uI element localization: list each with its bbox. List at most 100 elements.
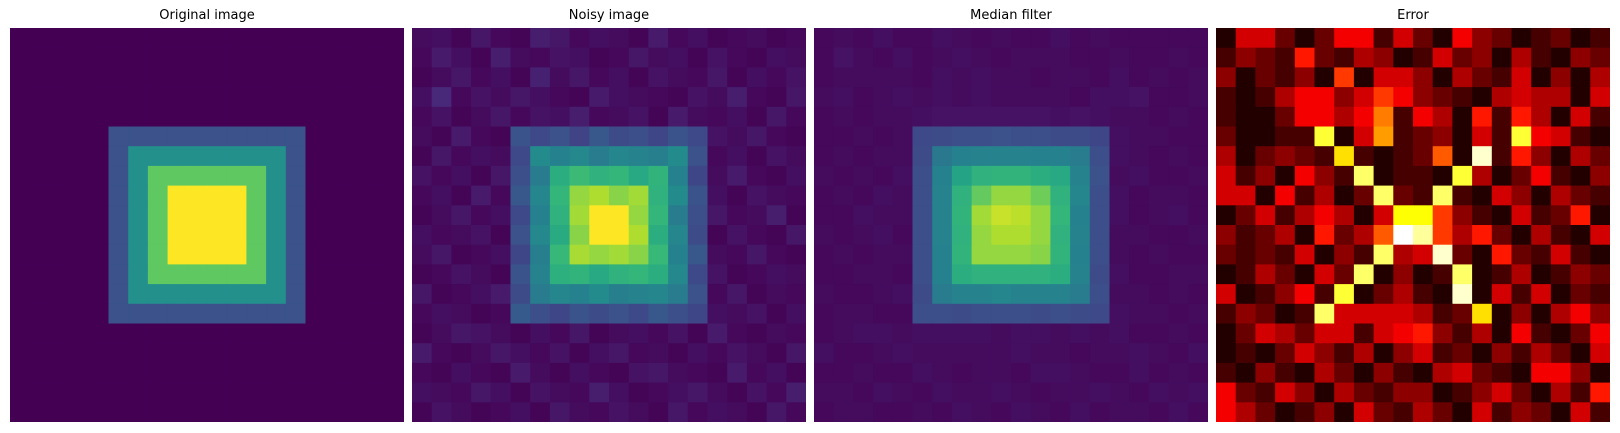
heatmap-cell <box>1216 165 1237 187</box>
heatmap-cell <box>1050 28 1071 49</box>
heatmap-cell <box>569 323 590 344</box>
heatmap-cell <box>1590 284 1610 305</box>
heatmap-cell <box>668 67 689 88</box>
heatmap-cell <box>167 264 188 285</box>
heatmap-cell <box>1373 106 1394 128</box>
heatmap-cell <box>609 402 630 422</box>
heatmap-cell <box>1472 205 1493 226</box>
heatmap-cell <box>991 28 1012 49</box>
heatmap-cell <box>88 146 110 167</box>
heatmap-cell <box>49 303 70 325</box>
heatmap-cell <box>266 343 287 364</box>
heatmap-cell <box>707 47 728 68</box>
heatmap-cell <box>88 303 110 325</box>
heatmap-cell <box>266 382 287 403</box>
heatmap-cell <box>69 303 90 325</box>
heatmap-cell <box>833 146 854 167</box>
heatmap-cell <box>951 343 973 364</box>
heatmap-cell <box>707 28 728 49</box>
heatmap-cell <box>1531 106 1552 128</box>
heatmap-cell <box>187 402 208 422</box>
heatmap-cell <box>246 165 267 187</box>
heatmap-cell <box>1216 225 1237 246</box>
heatmap-cell <box>530 106 551 128</box>
heatmap-cell <box>147 382 169 403</box>
heatmap-cell <box>549 28 571 49</box>
heatmap-cell <box>1570 87 1591 108</box>
heatmap-cell <box>1235 362 1256 384</box>
heatmap-cell <box>853 343 874 364</box>
heatmap-cell <box>1393 165 1414 187</box>
heatmap-cell <box>167 185 188 206</box>
heatmap-cell <box>892 244 914 265</box>
heatmap-cell <box>892 165 914 187</box>
heatmap-cell <box>1188 284 1208 305</box>
heatmap-cell <box>1188 67 1208 88</box>
heatmap-cell <box>1255 303 1276 325</box>
heatmap-cell <box>1491 225 1513 246</box>
heatmap-cell <box>589 343 610 364</box>
heatmap-cell <box>1030 284 1051 305</box>
heatmap-cell <box>1216 303 1237 325</box>
heatmap-cell <box>69 264 90 285</box>
heatmap-cell <box>1216 264 1237 285</box>
heatmap-cell <box>707 67 728 88</box>
heatmap-cell <box>1472 106 1493 128</box>
heatmap-cell <box>1472 402 1493 422</box>
heatmap-cell <box>1030 47 1051 68</box>
heatmap-cell <box>344 205 366 226</box>
heatmap-cell <box>1188 146 1208 167</box>
heatmap-cell <box>128 284 149 305</box>
heatmap-cell <box>1511 87 1532 108</box>
heatmap-cell <box>892 185 914 206</box>
heatmap-cell <box>1070 67 1091 88</box>
heatmap-cell <box>1432 382 1453 403</box>
heatmap-cell <box>1314 67 1335 88</box>
heatmap-cell <box>853 67 874 88</box>
heatmap-cell <box>10 303 31 325</box>
heatmap-cell <box>1432 343 1453 364</box>
heatmap-cell <box>833 126 854 147</box>
heatmap-cell <box>451 225 472 246</box>
heatmap-cell <box>187 146 208 167</box>
heatmap-cell <box>1216 126 1237 147</box>
heatmap-cell <box>727 323 748 344</box>
heatmap-cell <box>609 67 630 88</box>
heatmap-cell <box>1413 205 1434 226</box>
heatmap-noisy <box>412 28 806 422</box>
heatmap-cell <box>207 402 228 422</box>
heatmap-cell <box>1070 244 1091 265</box>
heatmap-cell <box>325 87 346 108</box>
heatmap-cell <box>510 106 531 128</box>
heatmap-cell <box>412 106 433 128</box>
heatmap-cell <box>305 225 326 246</box>
heatmap-cell <box>1452 87 1473 108</box>
heatmap-cell <box>364 165 385 187</box>
heatmap-cell <box>1334 47 1355 68</box>
heatmap-cell <box>1393 185 1414 206</box>
heatmap-cell <box>128 185 149 206</box>
heatmap-cell <box>510 264 531 285</box>
heatmap-cell <box>1393 402 1414 422</box>
heatmap-cell <box>1129 165 1150 187</box>
heatmap-cell <box>1255 402 1276 422</box>
heatmap-cell <box>766 362 787 384</box>
heatmap-cell <box>384 126 404 147</box>
heatmap-cell <box>951 87 973 108</box>
heatmap-cell <box>1590 165 1610 187</box>
heatmap-cell <box>549 106 571 128</box>
heatmap-cell <box>29 244 50 265</box>
heatmap-cell <box>853 323 874 344</box>
heatmap-cell <box>147 402 169 422</box>
heatmap-cell <box>147 264 169 285</box>
heatmap-cell <box>285 402 307 422</box>
heatmap-cell <box>364 284 385 305</box>
heatmap-cell <box>1531 264 1552 285</box>
heatmap-cell <box>1235 87 1256 108</box>
heatmap-cell <box>707 165 728 187</box>
heatmap-cell <box>207 284 228 305</box>
heatmap-cell <box>1050 303 1071 325</box>
heatmap-cell <box>1472 28 1493 49</box>
heatmap-cell <box>167 28 188 49</box>
heatmap-cell <box>1413 264 1434 285</box>
